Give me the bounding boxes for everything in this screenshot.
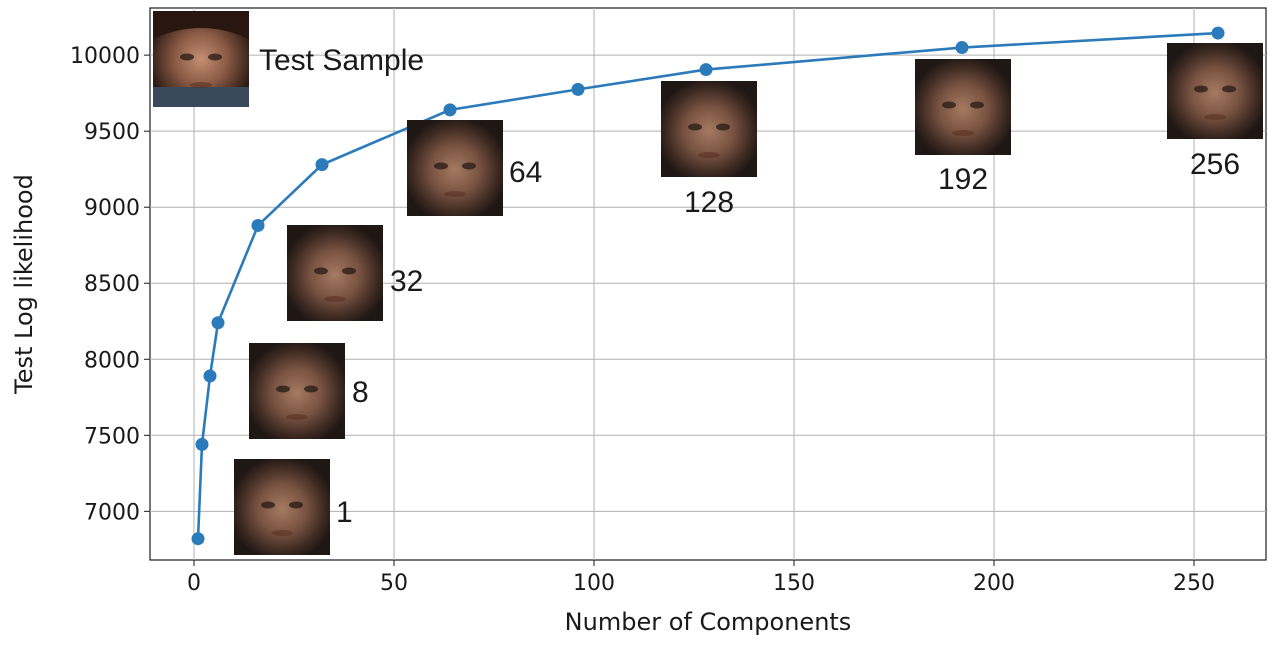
data-point [571, 82, 585, 96]
x-tick-label: 0 [187, 571, 201, 596]
face-reconstruction-192 [915, 59, 1011, 155]
face-reconstruction-128 [661, 81, 757, 177]
data-point [699, 63, 713, 77]
annotation-label: 8 [352, 376, 369, 409]
series-layer [191, 26, 1225, 546]
x-tick-label: 100 [573, 571, 615, 596]
data-point [1211, 26, 1225, 40]
annotation-label: 1 [336, 496, 353, 529]
x-tick-label: 50 [380, 571, 408, 596]
face-reconstruction-256 [1167, 43, 1263, 139]
annotation-label: Test Sample [259, 44, 424, 77]
annotation-label: 64 [509, 156, 542, 189]
annotation-label: 192 [938, 163, 988, 196]
data-point [195, 437, 209, 451]
annotation-label: 128 [684, 186, 734, 219]
data-point [251, 218, 265, 232]
annotation-label: 32 [390, 265, 423, 298]
annotation-layer: Test Sample 1 8 32 64 128 192 256 [153, 11, 1263, 555]
y-axis-label: Test Log likelihood [10, 174, 38, 395]
x-tick-label: 250 [1173, 571, 1215, 596]
data-point [315, 158, 329, 172]
face-photo-test-sample [153, 11, 249, 107]
data-point [443, 103, 457, 117]
y-tick-label: 8500 [84, 272, 140, 297]
y-axis-ticks: 7000 7500 8000 8500 9000 9500 10000 [70, 44, 150, 525]
x-tick-label: 150 [773, 571, 815, 596]
annotation-label: 256 [1190, 148, 1240, 181]
face-reconstruction-1 [234, 459, 330, 555]
data-point [203, 369, 217, 383]
face-reconstruction-64 [407, 120, 503, 216]
y-tick-label: 10000 [70, 44, 140, 69]
y-tick-label: 7000 [84, 500, 140, 525]
x-axis-label: Number of Components [565, 608, 852, 636]
y-tick-label: 9500 [84, 120, 140, 145]
data-point [211, 316, 225, 330]
x-tick-label: 200 [973, 571, 1015, 596]
data-point [955, 41, 969, 55]
face-reconstruction-32 [287, 225, 383, 321]
y-tick-label: 7500 [84, 424, 140, 449]
face-reconstruction-8 [249, 343, 345, 439]
data-point [191, 532, 205, 546]
y-tick-label: 8000 [84, 348, 140, 373]
y-tick-label: 9000 [84, 196, 140, 221]
x-axis-ticks: 0 50 100 150 200 250 [187, 560, 1215, 596]
